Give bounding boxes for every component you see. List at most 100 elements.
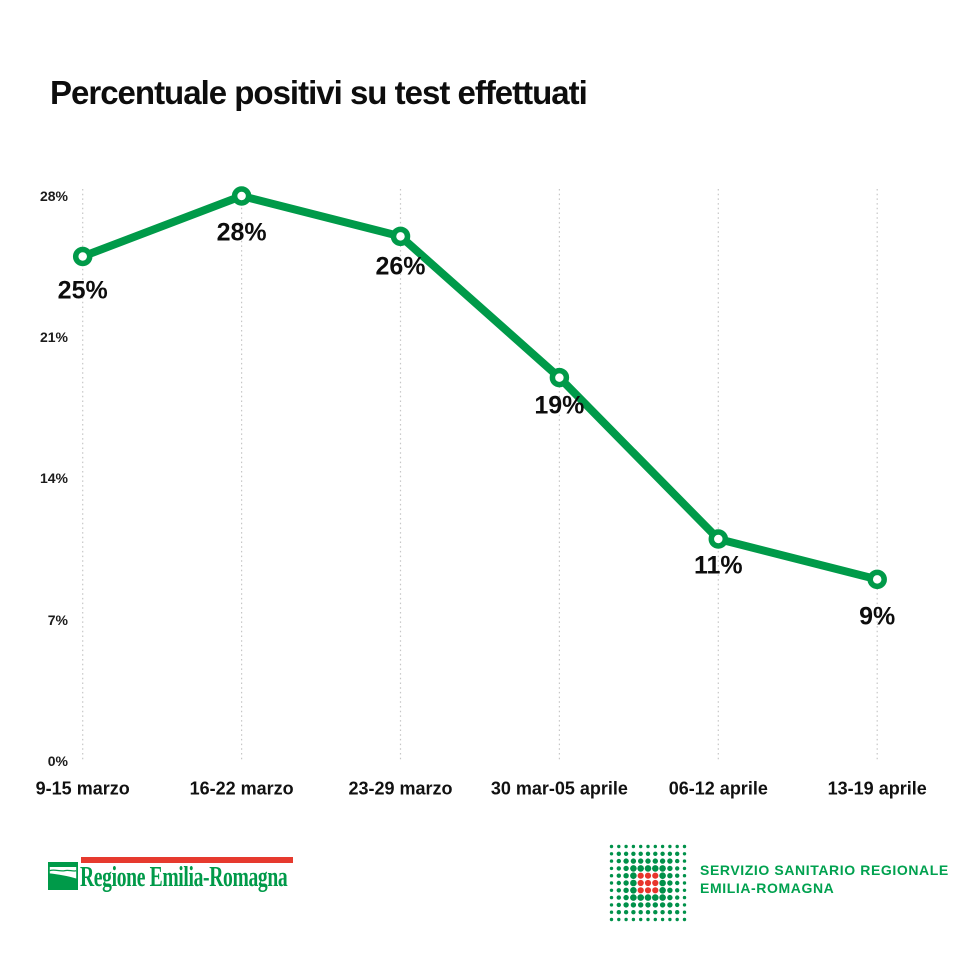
ssr-dot-green xyxy=(659,872,666,879)
data-point-marker xyxy=(867,569,887,590)
ssr-dot-green xyxy=(660,844,665,849)
y-tick-label: 14% xyxy=(39,470,68,487)
ssr-dot-green xyxy=(653,844,657,849)
ssr-dot-green xyxy=(609,844,614,849)
ssr-dot-green xyxy=(616,910,621,915)
data-point-label: 11% xyxy=(693,551,743,580)
ssr-dot-green xyxy=(653,910,658,915)
ssr-dot-green xyxy=(682,903,687,907)
ssr-dot-green xyxy=(637,865,644,872)
ssr-dot-green xyxy=(623,865,629,872)
ssr-dot-green xyxy=(631,851,636,856)
ssr-dot-matrix-icon xyxy=(609,844,687,922)
data-point-label: 19% xyxy=(534,391,585,420)
ssr-dot-green xyxy=(660,917,665,922)
ssr-dot-green xyxy=(682,895,687,900)
ssr-dot-green xyxy=(623,851,629,856)
ssr-dot-green xyxy=(630,872,637,879)
ssr-dot-green xyxy=(668,844,672,849)
ssr-dot-green xyxy=(667,865,673,872)
ssr-dot-red xyxy=(637,872,644,879)
ssr-dot-green xyxy=(667,858,673,864)
ssr-wordmark-line1: SERVIZIO SANITARIO REGIONALE xyxy=(700,862,949,878)
data-point-marker xyxy=(390,226,411,247)
ssr-dot-green xyxy=(659,902,666,908)
ssr-dot-green xyxy=(675,910,680,915)
ssr-dot-green xyxy=(623,858,629,864)
chart-title: Percentuale positivi su test effettuati xyxy=(50,74,588,111)
ssr-dot-green xyxy=(682,917,687,922)
ssr-dot-green xyxy=(659,887,666,894)
ssr-dot-green xyxy=(667,887,673,893)
ssr-dot-green xyxy=(645,910,651,915)
ssr-dot-green xyxy=(667,873,673,879)
ssr-dot-green xyxy=(609,895,614,900)
regione-wordmark: Regione Emilia-Romagna xyxy=(80,862,288,893)
ssr-dot-green xyxy=(623,894,629,901)
ssr-logo: SERVIZIO SANITARIO REGIONALE EMILIA-ROMA… xyxy=(608,843,948,923)
data-point-marker xyxy=(231,186,252,206)
ssr-dot-green xyxy=(609,888,614,892)
y-tick-label: 7% xyxy=(47,611,68,628)
ssr-dot-green xyxy=(644,894,652,901)
ssr-dot-green xyxy=(623,902,629,908)
ssr-dot-green xyxy=(682,852,687,856)
ssr-wordmark: SERVIZIO SANITARIO REGIONALE EMILIA-ROMA… xyxy=(700,862,949,897)
ssr-dot-green xyxy=(609,881,614,885)
ssr-dot-green xyxy=(609,866,614,871)
ssr-dot-green xyxy=(616,895,621,900)
ssr-dot-green xyxy=(682,844,687,849)
data-point-marker xyxy=(708,529,729,549)
x-axis-label: 9-15 marzo xyxy=(35,778,130,799)
ssr-dot-green xyxy=(631,910,636,915)
data-point-label: 9% xyxy=(859,602,896,631)
ssr-dot-green xyxy=(609,903,614,907)
ssr-dot-green xyxy=(639,844,643,849)
ssr-dot-green xyxy=(675,902,680,908)
ssr-dot-green xyxy=(630,887,637,894)
ssr-dot-green xyxy=(630,858,637,864)
ssr-dot-green xyxy=(675,917,679,922)
ssr-dot-green xyxy=(667,880,673,886)
x-axis-label: 16-22 marzo xyxy=(189,778,294,799)
ssr-dot-green xyxy=(624,917,628,922)
ssr-dot-green xyxy=(639,917,643,922)
x-axis-label: 13-19 aprile xyxy=(827,778,927,799)
ssr-dot-red xyxy=(652,887,659,894)
ssr-dot-red xyxy=(644,887,652,894)
ssr-dot-green xyxy=(616,851,621,856)
ssr-dot-green xyxy=(638,858,644,864)
ssr-dot-green xyxy=(645,851,651,856)
ssr-dot-green xyxy=(675,858,680,864)
ssr-dot-green xyxy=(645,902,651,908)
ssr-dot-green xyxy=(682,866,687,871)
data-point-label: 26% xyxy=(375,252,426,281)
ssr-dot-green xyxy=(667,902,673,908)
ssr-dot-green xyxy=(652,858,658,864)
ssr-dot-green xyxy=(630,879,637,887)
ssr-dot-green xyxy=(660,851,665,856)
ssr-dot-green xyxy=(630,865,637,872)
ssr-dot-green xyxy=(623,873,629,879)
ssr-dot-green xyxy=(653,917,657,922)
ssr-dot-green xyxy=(616,902,621,908)
ssr-dot-green xyxy=(668,917,672,922)
ssr-dot-green xyxy=(623,910,629,915)
ssr-dot-green xyxy=(616,858,621,864)
ssr-dot-green xyxy=(616,880,621,886)
regione-emilia-romagna-logo: Regione Emilia-Romagna xyxy=(48,856,308,896)
ssr-dot-green xyxy=(609,910,614,914)
ssr-dot-green xyxy=(637,894,644,901)
ssr-dot-green xyxy=(616,873,621,878)
ssr-dot-red xyxy=(644,872,652,879)
ssr-dot-green xyxy=(609,917,614,922)
ssr-dot-green xyxy=(682,910,687,914)
ssr-dot-green xyxy=(638,851,643,856)
ssr-dot-green xyxy=(609,852,614,856)
ssr-dot-green xyxy=(667,851,673,856)
ssr-dot-green xyxy=(644,865,652,872)
data-point-label: 25% xyxy=(57,276,108,304)
data-point-marker xyxy=(549,367,570,388)
ssr-dot-red xyxy=(652,872,659,879)
